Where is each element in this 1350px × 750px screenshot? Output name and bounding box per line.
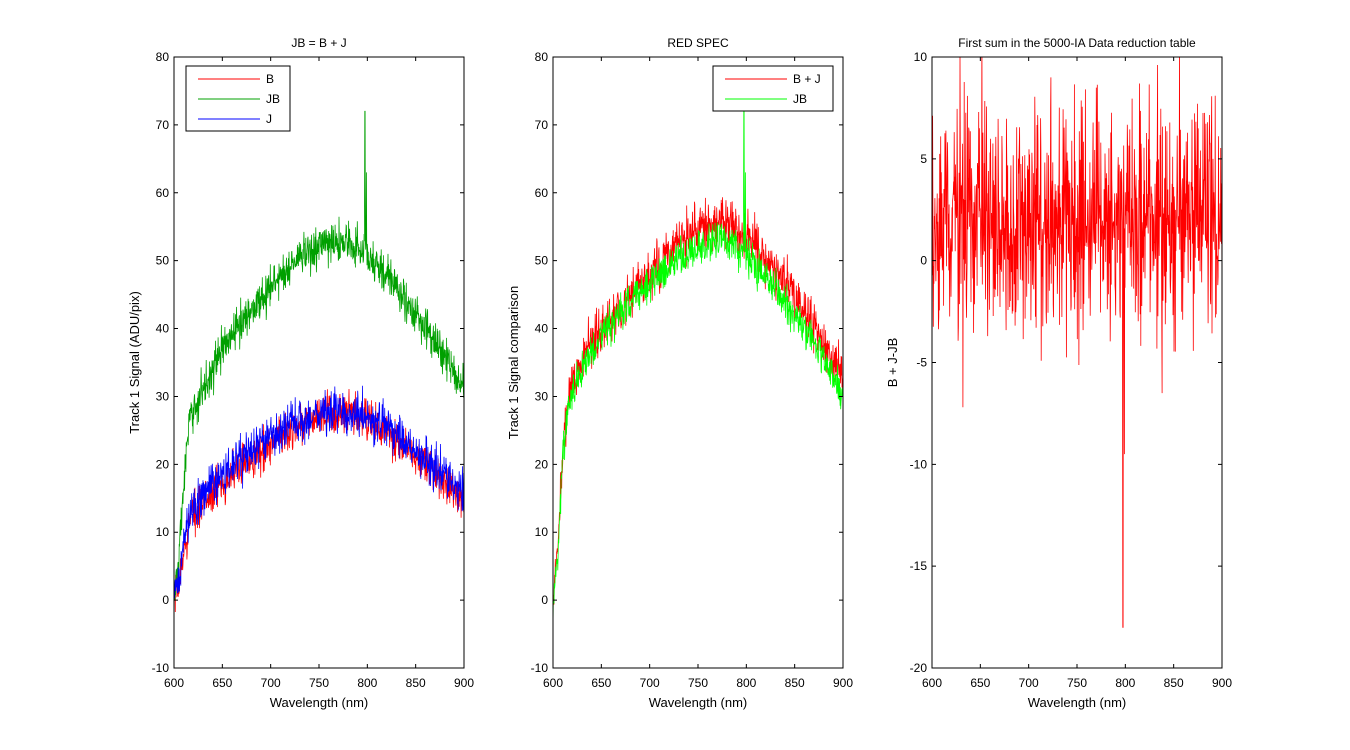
x-tick-label: 750 xyxy=(1067,676,1087,690)
x-tick-label: 900 xyxy=(1212,676,1232,690)
y-tick-label: 20 xyxy=(535,457,549,471)
y-tick-label: 40 xyxy=(535,322,549,336)
series-line-jb xyxy=(553,110,843,628)
y-tick-label: -5 xyxy=(916,356,927,370)
series-line-j xyxy=(174,385,464,599)
y-tick-label: -20 xyxy=(910,661,928,675)
y-tick-label: 5 xyxy=(920,152,927,166)
y-tick-label: -15 xyxy=(910,559,928,573)
series-line-jb xyxy=(174,110,464,600)
y-tick-label: 30 xyxy=(156,389,170,403)
x-tick-label: 800 xyxy=(357,676,377,690)
y-tick-label: -10 xyxy=(531,661,549,675)
x-tick-label: 800 xyxy=(1115,676,1135,690)
x-tick-label: 600 xyxy=(543,676,563,690)
x-tick-label: 800 xyxy=(736,676,756,690)
series-line-b-j-jb xyxy=(932,57,1222,628)
x-tick-label: 650 xyxy=(970,676,990,690)
y-tick-label: 40 xyxy=(156,322,170,336)
y-tick-label: 50 xyxy=(156,254,170,268)
x-tick-label: 700 xyxy=(261,676,281,690)
x-tick-label: 900 xyxy=(833,676,853,690)
x-tick-label: 650 xyxy=(591,676,611,690)
y-tick-label: 80 xyxy=(535,50,549,64)
panel-right: 600 650 700 750 800 850 900 -20 -15 -10 -5 0 5 10 Firs… xyxy=(885,36,1232,710)
legend-entry-label: JB xyxy=(793,92,807,106)
x-tick-label: 600 xyxy=(922,676,942,690)
y-axis-label: Track 1 Signal (ADU/pix) xyxy=(127,291,142,434)
x-axis-label: Wavelength (nm) xyxy=(649,695,748,710)
y-tick-label: 0 xyxy=(541,593,548,607)
y-tick-label: 30 xyxy=(535,389,549,403)
y-axis-label: B + J-JB xyxy=(885,338,900,388)
legend-entry-label: B + J xyxy=(793,72,821,86)
x-tick-label: 700 xyxy=(640,676,660,690)
x-tick-label: 700 xyxy=(1019,676,1039,690)
legend xyxy=(712,65,834,112)
x-tick-label: 850 xyxy=(406,676,426,690)
x-tick-label: 750 xyxy=(688,676,708,690)
x-tick-label: 750 xyxy=(309,676,329,690)
legend-entry-label: J xyxy=(266,112,272,126)
chart-title: First sum in the 5000-IA Data reduction … xyxy=(958,36,1196,50)
legend-entry-label: JB xyxy=(266,92,280,106)
legend-entry-label: B xyxy=(266,72,274,86)
y-tick-label: 50 xyxy=(535,254,549,268)
y-tick-label: 10 xyxy=(535,525,549,539)
y-tick-label: 70 xyxy=(156,118,170,132)
y-tick-label: -10 xyxy=(152,661,170,675)
y-tick-label: 60 xyxy=(535,186,549,200)
chart-title: RED SPEC xyxy=(667,36,729,50)
y-tick-label: 0 xyxy=(920,254,927,268)
panel-middle: 600 650 700 750 800 850 900 -10 0 10 20 30 40 50 60 70 8… xyxy=(506,36,853,710)
x-tick-label: 850 xyxy=(1164,676,1184,690)
x-tick-label: 600 xyxy=(164,676,184,690)
chart-title: JB = B + J xyxy=(291,36,346,50)
y-tick-label: 10 xyxy=(914,50,928,64)
x-axis-label: Wavelength (nm) xyxy=(270,695,369,710)
x-tick-label: 850 xyxy=(785,676,805,690)
y-tick-label: 80 xyxy=(156,50,170,64)
y-tick-label: 60 xyxy=(156,186,170,200)
y-axis-label: Track 1 Signal comparison xyxy=(506,286,521,439)
y-tick-label: 0 xyxy=(162,593,169,607)
y-tick-label: -10 xyxy=(910,457,928,471)
y-tick-label: 70 xyxy=(535,118,549,132)
y-tick-label: 10 xyxy=(156,525,170,539)
panel-left: 600 650 700 750 800 850 900 -10 0 10 20 30 40 50 60 70 8… xyxy=(127,36,474,710)
x-tick-label: 650 xyxy=(212,676,232,690)
x-tick-label: 900 xyxy=(454,676,474,690)
x-axis-label: Wavelength (nm) xyxy=(1028,695,1127,710)
y-tick-label: 20 xyxy=(156,457,170,471)
